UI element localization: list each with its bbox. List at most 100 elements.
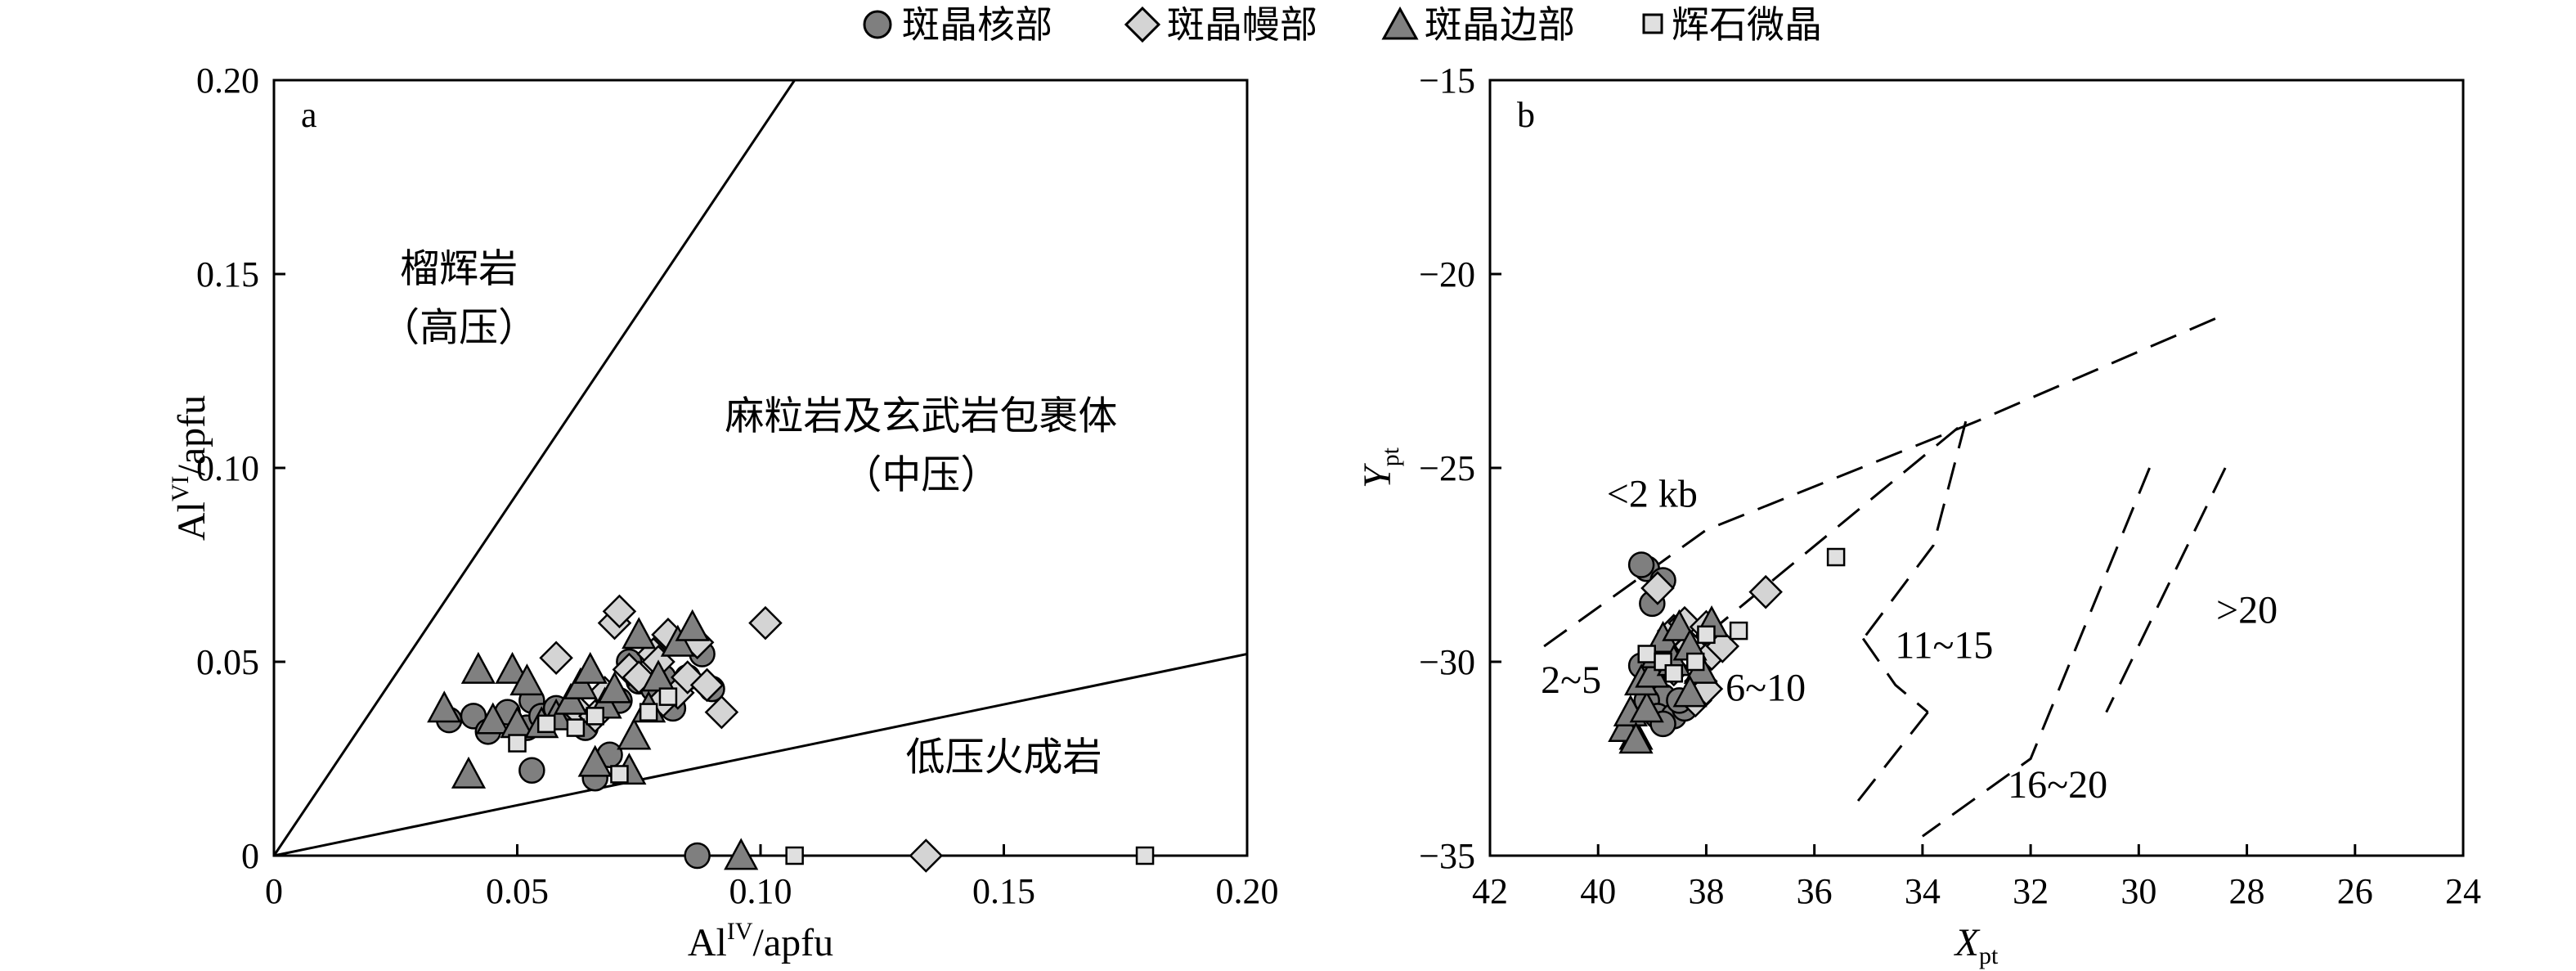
- panel-b-point-micro: [1685, 652, 1705, 672]
- panel-a-region-sublabel: （中压）: [842, 454, 999, 497]
- legend: 斑晶核部 斑晶幔部 斑晶边部 辉石微晶: [863, 4, 1822, 46]
- panel-a-point-rim: [577, 744, 613, 777]
- panel-b-ylabel-base: Y: [1356, 463, 1399, 488]
- panel-b-xlabel: Xpt: [1954, 921, 1999, 969]
- panel-b-ylabel: Ypt: [1356, 447, 1404, 488]
- panel-a-point-rim: [660, 624, 695, 657]
- panel-a-point-core: [518, 757, 545, 784]
- panel-b-points: [1608, 547, 1846, 754]
- panel-a-point-micro: [785, 846, 804, 865]
- panel-a-point-micro: [1135, 846, 1155, 865]
- panel-b-isobar-labels: <2 kb 2~5 6~10 11~15 16~20 >20: [1541, 472, 2278, 807]
- panel-a-ytick-label: 0.20: [196, 61, 259, 101]
- panel-a-point-rim: [553, 682, 589, 715]
- panel-a-point-micro: [536, 714, 556, 734]
- panel-a-region-label: 低压火成岩: [905, 736, 1102, 780]
- panel-b-isobar-label: <2 kb: [1607, 472, 1698, 515]
- panel-a-point-rim: [597, 671, 632, 704]
- panel-a-ytick-label: 0: [241, 836, 259, 876]
- panel-b-point-mantle: [1640, 571, 1675, 605]
- panel-b-xtick-label: 30: [2120, 871, 2156, 911]
- panel-a-point-rim: [640, 659, 676, 692]
- panel-a-boundary-line: [273, 653, 1248, 857]
- panel-a-region-label: 榴辉岩: [400, 247, 518, 290]
- panel-a-xlabel: AlIV/apfu: [688, 918, 833, 964]
- panel-b-ytick-label: −15: [1419, 61, 1475, 101]
- panel-a-ylabel: AlVI/apfu: [167, 395, 213, 541]
- panel-b-point-micro: [1637, 645, 1656, 663]
- panel-b-xtick-label: 38: [1688, 871, 1724, 911]
- panel-b-point-micro: [1664, 663, 1684, 683]
- panel-b-isobars: [1543, 315, 2227, 838]
- panel-b-xtick-label: 28: [2229, 871, 2265, 911]
- panel-a-region-sublabel: （高压）: [380, 306, 537, 349]
- panel-a-point-micro: [508, 734, 527, 753]
- panel-a-xtick-label: 0: [265, 871, 283, 911]
- panel-a-ticks: 0 0.05 0.10 0.15 0.20 0 0.05 0.10 0.15 0.20: [196, 61, 1279, 911]
- panel-b-ytick-label: −35: [1419, 836, 1475, 876]
- panel-b-label: b: [1517, 95, 1535, 135]
- panel-a-xlabel-unit: /apfu: [753, 921, 834, 964]
- panel-b: 42 40 38 36 34 32 30 28 26 24 −35 −30 −25 −20 −15 <2 k…: [1356, 61, 2481, 969]
- panel-b-xtick-label: 34: [1905, 871, 1941, 911]
- panel-a-point-rim: [475, 702, 510, 735]
- panel-a-point-rim: [724, 838, 759, 870]
- panel-b-xtick-label: 26: [2337, 871, 2373, 911]
- panel-b-point-mantle: [1748, 574, 1783, 609]
- panel-b-isobar-label: >20: [2216, 589, 2278, 632]
- panel-b-ylabel-sub: pt: [1377, 447, 1404, 466]
- panel-b-point-rim: [1629, 690, 1664, 723]
- panel-b-xtick-label: 32: [2013, 871, 2049, 911]
- legend-label-micro: 辉石微晶: [1672, 4, 1822, 46]
- panel-a-point-rim: [563, 667, 598, 699]
- panel-a-xlabel-sup: IV: [727, 918, 753, 945]
- panel-a-point-mantle: [748, 605, 783, 641]
- panel-b-xlabel-base: X: [1954, 921, 1981, 964]
- panel-b-point-rim: [1662, 609, 1697, 641]
- panel-b-isobar-label: 11~15: [1895, 623, 1993, 667]
- legend-marker-core: [863, 10, 892, 39]
- panel-b-isobar-line: [1672, 420, 1967, 663]
- panel-b-isobar-label: 2~5: [1541, 659, 1601, 702]
- legend-label-rim: 斑晶边部: [1425, 4, 1575, 46]
- panel-a-point-rim: [622, 617, 657, 650]
- panel-a-point-mantle: [909, 838, 944, 873]
- panel-a-point-rim: [509, 663, 545, 696]
- panel-b-point-rim: [1672, 675, 1708, 708]
- panel-b-point-micro: [1826, 547, 1846, 567]
- panel-b-xlabel-sub: pt: [1979, 942, 1999, 969]
- panel-a-xlabel-base: Al: [688, 921, 727, 964]
- panel-b-xtick-label: 42: [1472, 871, 1508, 911]
- panel-b-isobar-line: [2105, 467, 2227, 713]
- panel-a-point-mantle: [539, 641, 573, 676]
- panel-b-ticks: 42 40 38 36 34 32 30 28 26 24 −35 −30 −25 −20 −15: [1419, 61, 2481, 911]
- panel-a-point-rim: [495, 651, 530, 684]
- panel-a-xtick-label: 0.10: [729, 871, 792, 911]
- panel-a-point-mantle: [689, 668, 725, 703]
- panel-a-ytick-label: 0.10: [196, 448, 259, 488]
- panel-a-point-mantle: [704, 695, 739, 730]
- panel-b-isobar-line: [1856, 420, 1968, 647]
- panel-a-regions: 榴辉岩 （高压） 麻粒岩及玄武岩包裹体 （中压） 低压火成岩: [380, 247, 1117, 779]
- panel-a-boundaries: [272, 79, 1248, 857]
- panel-a-point-rim: [675, 609, 710, 641]
- panel-a-point-mantle: [602, 594, 637, 629]
- panel-a-point-rim: [617, 717, 652, 750]
- legend-marker-rim: [1381, 6, 1419, 40]
- panel-b-isobar-label: 16~20: [2008, 763, 2107, 807]
- panel-a-point-micro: [639, 703, 658, 722]
- panel-a-boundary-line: [272, 79, 796, 856]
- legend-marker-micro: [1642, 13, 1663, 34]
- panel-b-point-micro: [1697, 625, 1716, 645]
- panel-b-point-micro: [1729, 621, 1748, 641]
- panel-a-ylabel-sup: VI: [167, 475, 194, 501]
- panel-a-point-micro: [610, 765, 629, 784]
- panel-b-ytick-label: −20: [1419, 254, 1475, 294]
- legend-marker-mantle: [1124, 6, 1161, 43]
- panel-a-ylabel-unit: /apfu: [170, 395, 213, 476]
- panel-a: 0 0.05 0.10 0.15 0.20 0 0.05 0.10 0.15 0.20 榴辉岩 （高…: [167, 61, 1279, 964]
- panel-a-ylabel-base: Al: [170, 501, 213, 541]
- panel-a-point-micro: [566, 718, 586, 737]
- panel-a-point-rim: [572, 651, 608, 684]
- panel-a-xtick-label: 0.05: [486, 871, 549, 911]
